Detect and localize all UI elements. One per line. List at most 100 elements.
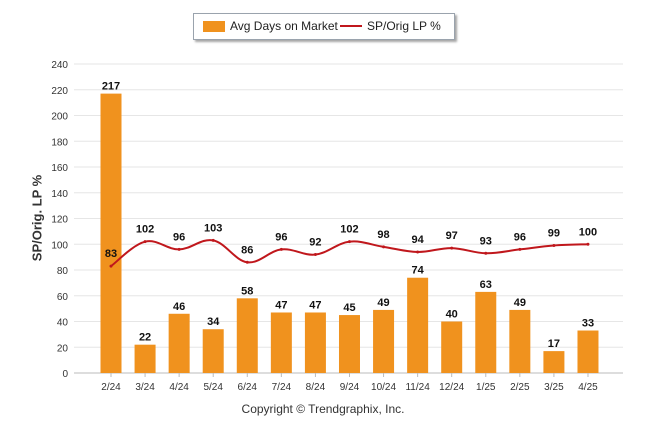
x-tick-label: 3/25 <box>544 382 564 393</box>
line-value-label: 98 <box>377 229 389 241</box>
y-tick-label: 40 <box>57 318 69 329</box>
line-value-label: 86 <box>241 244 253 256</box>
bar <box>407 277 429 373</box>
line-value-label: 96 <box>275 231 287 243</box>
line-value-label: 102 <box>340 224 358 236</box>
bar <box>577 330 599 373</box>
bar-value-label: 47 <box>309 299 321 311</box>
y-tick-label: 160 <box>51 163 68 174</box>
bar <box>338 315 360 373</box>
x-axis-ticks: 2/24 3/24 4/24 5/24 6/24 7/24 8/24 9/24 10/24 11/… <box>101 373 598 393</box>
line-value-label: 103 <box>204 222 222 234</box>
line-point <box>484 251 488 255</box>
bar <box>475 291 497 373</box>
x-tick-label: 1/25 <box>476 382 496 393</box>
bar-value-label: 49 <box>377 297 389 309</box>
line-point <box>109 264 113 268</box>
line-value-label: 100 <box>579 226 597 238</box>
x-tick-label: 6/24 <box>238 382 258 393</box>
x-tick-label: 5/24 <box>203 382 223 393</box>
bar-value-label: 17 <box>548 338 560 350</box>
bar-value-label: 45 <box>343 302 355 314</box>
bar-data-labels: 217 22 46 34 58 47 47 45 49 74 40 63 49 17 33 <box>102 81 594 350</box>
line-point <box>347 240 351 244</box>
legend-line-label: SP/Orig LP % <box>367 19 441 33</box>
legend-bar-label: Avg Days on Market <box>230 19 338 33</box>
x-tick-label: 2/24 <box>101 382 121 393</box>
legend: Avg Days on Market SP/Orig LP % <box>193 13 455 40</box>
legend-bar-swatch <box>203 21 225 32</box>
line-data-labels: 83 102 96 103 86 96 92 102 98 94 97 93 96 99 100 <box>105 222 597 260</box>
line-value-label: 83 <box>105 248 117 260</box>
bar-value-label: 33 <box>582 318 594 330</box>
line-value-label: 102 <box>136 224 154 236</box>
line-series <box>109 238 590 268</box>
bar <box>441 321 463 373</box>
line-value-label: 96 <box>514 231 526 243</box>
line-point <box>211 238 215 242</box>
bar-value-label: 46 <box>173 301 185 313</box>
line-point <box>143 240 147 244</box>
bar-value-label: 47 <box>275 299 287 311</box>
line-value-label: 97 <box>446 230 458 242</box>
x-tick-label: 3/24 <box>135 382 155 393</box>
y-tick-label: 120 <box>51 215 68 226</box>
bar <box>134 344 156 373</box>
x-tick-label: 7/24 <box>272 382 292 393</box>
bar <box>100 93 122 374</box>
bar-value-label: 40 <box>446 309 458 321</box>
line-point <box>382 245 386 249</box>
line-point <box>416 250 420 254</box>
bar <box>373 309 395 373</box>
y-tick-label: 200 <box>51 112 68 123</box>
bar-value-label: 74 <box>412 265 425 277</box>
bar <box>236 298 258 373</box>
x-tick-label: 8/24 <box>306 382 326 393</box>
x-tick-label: 2/25 <box>510 382 530 393</box>
y-tick-label: 180 <box>51 137 68 148</box>
bar-value-label: 22 <box>139 332 151 344</box>
line-point <box>279 247 283 251</box>
y-tick-label: 60 <box>57 292 69 303</box>
y-tick-label: 240 <box>51 60 68 71</box>
bar-value-label: 217 <box>102 81 120 93</box>
bar <box>509 309 531 373</box>
line-point <box>552 244 556 248</box>
line-value-label: 92 <box>309 237 321 249</box>
legend-line-swatch <box>340 25 362 27</box>
line-point <box>245 260 249 264</box>
x-tick-label: 10/24 <box>371 382 396 393</box>
bar <box>168 313 190 373</box>
y-tick-label: 220 <box>51 86 68 97</box>
y-tick-label: 20 <box>57 343 69 354</box>
bar-value-label: 63 <box>480 279 492 291</box>
bar <box>202 329 224 373</box>
bar-value-label: 34 <box>207 316 220 328</box>
line-point <box>586 242 590 246</box>
y-tick-label: 140 <box>51 189 68 200</box>
line-point <box>450 246 454 250</box>
bar <box>304 312 326 373</box>
line-point <box>518 247 522 251</box>
bar-series <box>100 93 599 374</box>
line-value-label: 93 <box>480 235 492 247</box>
bar-value-label: 58 <box>241 285 253 297</box>
x-tick-label: 12/24 <box>439 382 464 393</box>
y-tick-label: 0 <box>62 369 68 380</box>
x-tick-label: 11/24 <box>405 382 430 393</box>
y-tick-label: 80 <box>57 266 69 277</box>
copyright-text: Copyright © Trendgraphix, Inc. <box>241 402 405 416</box>
line-value-label: 94 <box>412 234 425 246</box>
x-tick-label: 4/25 <box>578 382 598 393</box>
line-value-label: 99 <box>548 228 560 240</box>
y-axis-label: SP/Orig. LP % <box>29 174 45 262</box>
bar-value-label: 49 <box>514 297 526 309</box>
line-value-label: 96 <box>173 231 185 243</box>
x-tick-label: 4/24 <box>169 382 189 393</box>
line-point <box>177 247 181 251</box>
y-axis-ticks: 0 20 40 60 80 100 120 140 160 180 200 220 240 <box>51 60 68 380</box>
y-tick-label: 100 <box>51 240 68 251</box>
bar <box>270 312 292 373</box>
x-tick-label: 9/24 <box>340 382 360 393</box>
